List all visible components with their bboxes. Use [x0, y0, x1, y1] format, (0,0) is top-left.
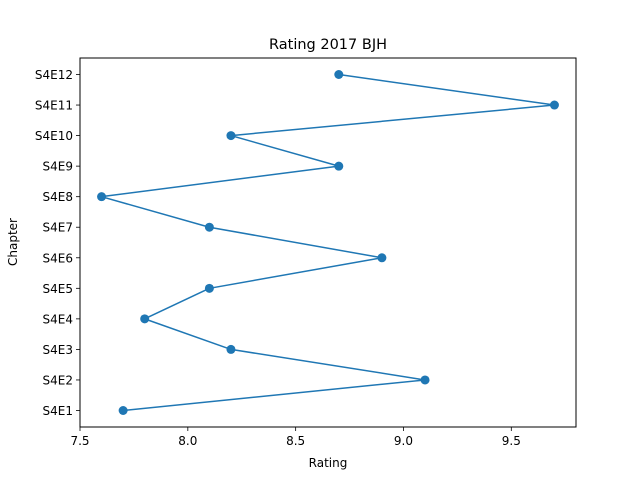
x-tick-label: 8.0: [178, 434, 197, 448]
data-point: [118, 406, 128, 415]
chart-title: Rating 2017 BJH: [269, 37, 387, 53]
x-tick-label: 9.5: [502, 434, 521, 448]
y-tick-label: S4E10: [35, 129, 73, 143]
x-tick-label: 9.0: [394, 434, 413, 448]
plot-frame: [79, 57, 577, 428]
data-point: [226, 131, 236, 141]
y-tick-label: S4E1: [43, 404, 73, 418]
y-tick-label: S4E4: [43, 312, 73, 326]
y-tick-label: S4E9: [43, 160, 73, 174]
x-axis-label: Rating: [309, 456, 348, 470]
data-point: [377, 253, 387, 263]
data-point: [420, 375, 430, 385]
x-tick-label: 7.5: [70, 434, 89, 448]
y-tick-label: S4E7: [43, 221, 73, 235]
y-tick-label: S4E6: [43, 251, 73, 265]
series-layer: [97, 70, 559, 415]
ticks-layer: 7.5 8.0 8.5 9.0 9.5 S4E1 S4E2 S4E3 S4E4 S4E5 S4E6 S…: [35, 68, 521, 448]
data-point: [204, 222, 214, 232]
data-point: [226, 344, 236, 354]
y-tick-label: S4E12: [35, 68, 73, 82]
y-tick-label: S4E3: [43, 343, 73, 357]
y-tick-label: S4E2: [43, 373, 73, 387]
x-tick-label: 8.5: [286, 434, 305, 448]
y-tick-label: S4E8: [43, 190, 73, 204]
y-axis-label: Chapter: [6, 218, 20, 266]
data-point: [334, 161, 344, 171]
series-line: [100, 73, 556, 412]
data-point: [97, 192, 107, 202]
data-point: [204, 283, 214, 293]
y-tick-label: S4E11: [35, 99, 73, 113]
data-point: [140, 314, 150, 324]
data-point: [549, 100, 559, 110]
data-point: [334, 70, 344, 79]
y-tick-label: S4E5: [43, 282, 73, 296]
